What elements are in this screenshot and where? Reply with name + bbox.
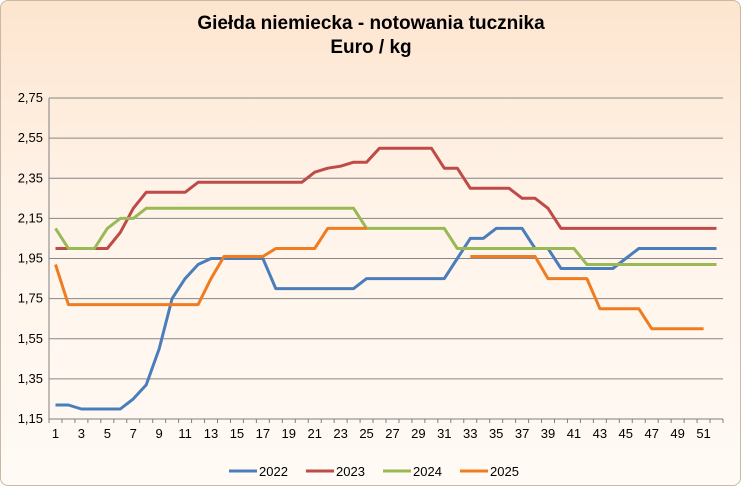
x-tick-label: 31 bbox=[437, 426, 451, 441]
x-tick-label: 27 bbox=[385, 426, 399, 441]
x-tick-label: 17 bbox=[256, 426, 270, 441]
x-tick-label: 3 bbox=[78, 426, 85, 441]
legend-label-2023: 2023 bbox=[336, 464, 365, 479]
x-tick-label: 51 bbox=[696, 426, 710, 441]
x-tick-label: 39 bbox=[541, 426, 555, 441]
y-tick-label: 2,15 bbox=[18, 210, 43, 225]
series-line-2024 bbox=[54, 206, 717, 266]
legend-label-2024: 2024 bbox=[413, 464, 442, 479]
legend: 2022 2023 2024 2025 bbox=[229, 464, 519, 479]
x-tick-label: 21 bbox=[307, 426, 321, 441]
x-tick-label: 45 bbox=[619, 426, 633, 441]
chart-title: Giełda niemiecka - notowania tucznika bbox=[197, 13, 545, 34]
y-tick-label: 2,55 bbox=[18, 130, 43, 145]
x-tick-label: 11 bbox=[178, 426, 192, 441]
y-tick-label: 1,15 bbox=[18, 411, 43, 426]
x-tick-label: 9 bbox=[156, 426, 163, 441]
x-tick-label: 29 bbox=[411, 426, 425, 441]
x-tick-label: 25 bbox=[359, 426, 373, 441]
y-tick-label: 1,75 bbox=[18, 291, 43, 306]
series-line-2022 bbox=[55, 226, 717, 411]
chart-subtitle: Euro / kg bbox=[330, 37, 411, 58]
x-tick-label: 35 bbox=[489, 426, 503, 441]
x-tick-label: 41 bbox=[567, 426, 581, 441]
series-line-2025 bbox=[470, 255, 704, 331]
x-tick-label: 49 bbox=[670, 426, 684, 441]
y-tick-label: 2,35 bbox=[18, 170, 43, 185]
x-tick-label: 37 bbox=[515, 426, 529, 441]
series-line-2025 bbox=[54, 226, 367, 307]
x-tick-label: 15 bbox=[230, 426, 244, 441]
axis-layer: 1,151,351,551,751,952,152,352,552,751 3 5 7… bbox=[18, 90, 724, 441]
x-tick-label: 13 bbox=[204, 426, 218, 441]
y-tick-label: 1,95 bbox=[18, 251, 43, 266]
series-line-2023 bbox=[55, 146, 717, 250]
x-tick-label: 23 bbox=[333, 426, 347, 441]
legend-label-2022: 2022 bbox=[259, 464, 288, 479]
x-tick-label: 43 bbox=[593, 426, 607, 441]
x-tick-label: 47 bbox=[644, 426, 658, 441]
x-tick-label: 7 bbox=[130, 426, 137, 441]
y-tick-label: 1,35 bbox=[18, 371, 43, 386]
y-tick-label: 1,55 bbox=[18, 331, 43, 346]
x-tick-label: 5 bbox=[104, 426, 111, 441]
series-layer bbox=[54, 146, 717, 411]
y-tick-label: 2,75 bbox=[18, 90, 43, 105]
legend-label-2025: 2025 bbox=[490, 464, 519, 479]
x-tick-label: 1 bbox=[52, 426, 59, 441]
x-tick-label: 19 bbox=[282, 426, 296, 441]
x-tick-label: 33 bbox=[463, 426, 477, 441]
